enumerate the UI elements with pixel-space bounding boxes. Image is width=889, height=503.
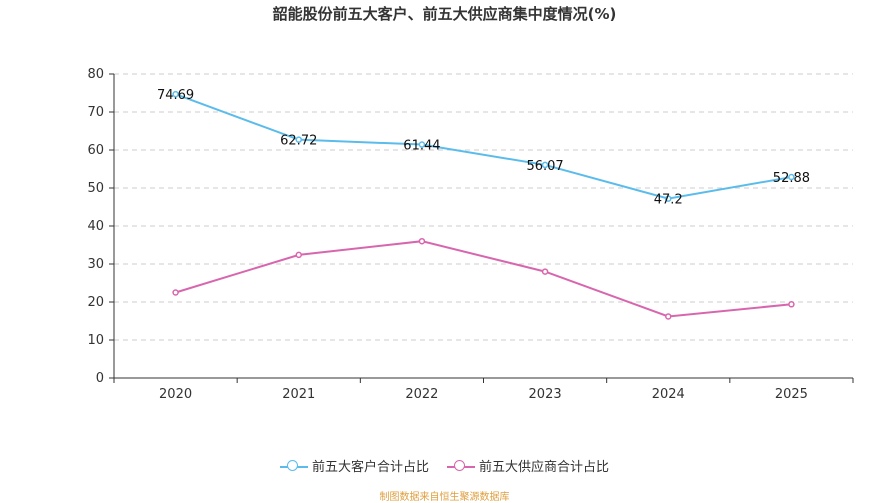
data-point-customers — [788, 173, 795, 181]
y-tick-label: 40 — [87, 219, 104, 234]
y-tick-label: 10 — [87, 333, 104, 348]
x-tick-label: 2023 — [529, 387, 562, 402]
x-tick-label: 2024 — [652, 387, 685, 402]
data-point-customers — [172, 90, 179, 98]
y-tick-label: 70 — [87, 105, 104, 120]
x-tick-label: 2020 — [159, 387, 192, 402]
data-point-customers — [418, 141, 426, 148]
y-tick-label: 20 — [87, 295, 104, 310]
data-label-customers: 61.44 — [403, 139, 440, 154]
legend-item-suppliers[interactable]: 前五大供应商合计占比 — [447, 456, 609, 475]
y-tick-label: 0 — [96, 371, 104, 386]
data-label-customers: 62.72 — [280, 134, 317, 149]
data-label-customers: 74.69 — [157, 88, 194, 103]
data-label-customers: 56.07 — [526, 159, 563, 174]
legend-customers-label: 前五大客户合计占比 — [311, 460, 429, 475]
legend-suppliers-label: 前五大供应商合计占比 — [479, 460, 610, 475]
data-label-customers: 47.2 — [654, 193, 683, 208]
y-tick-label: 30 — [87, 257, 104, 272]
data-point-customers — [665, 195, 672, 202]
data-point-customers — [541, 161, 549, 169]
data-point-suppliers — [788, 301, 795, 308]
chart-title: 韶能股份前五大客户、前五大供应商集中度情况(%) — [272, 5, 617, 23]
series-line-suppliers — [175, 240, 792, 318]
data-point-suppliers — [541, 268, 549, 275]
legend: 前五大客户合计占比 前五大供应商合计占比 — [0, 456, 889, 475]
x-tick-label: 2022 — [405, 387, 438, 402]
legend-customers-icon — [279, 459, 308, 473]
y-tick-label: 60 — [87, 143, 104, 158]
x-tick-label: 2025 — [775, 387, 808, 402]
data-point-suppliers — [665, 313, 672, 320]
data-point-suppliers — [295, 251, 302, 259]
legend-suppliers-icon — [447, 459, 475, 473]
x-tick-label: 2021 — [282, 387, 315, 402]
data-point-customers — [295, 136, 302, 143]
data-point-suppliers — [418, 237, 426, 245]
series-line-customers — [175, 93, 792, 200]
data-label-customers: 52.88 — [773, 171, 810, 186]
y-tick-label: 50 — [87, 181, 104, 196]
y-tick-label: 80 — [87, 67, 104, 82]
data-point-suppliers — [172, 289, 179, 296]
legend-item-customers[interactable]: 前五大客户合计占比 — [279, 456, 429, 475]
data-source-note: 制图数据来自恒生聚源数据库 — [379, 492, 510, 503]
